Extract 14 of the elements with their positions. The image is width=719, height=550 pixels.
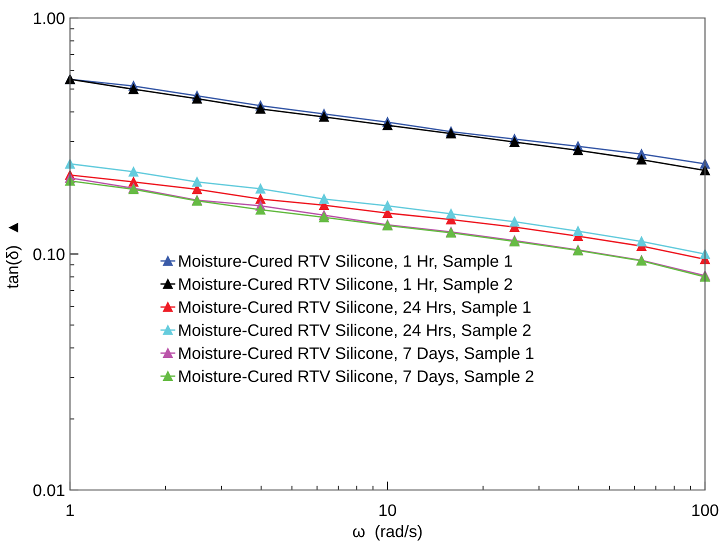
- y-axis-title: tan(δ) ▲: [6, 222, 22, 288]
- y-tick-label: 0.01: [33, 484, 64, 496]
- x-axis-title: ω (rad/s): [352, 524, 422, 541]
- x-tick-label: 100: [692, 504, 718, 516]
- x-tick-label: 10: [380, 504, 396, 516]
- y-tick-label: 0.10: [33, 248, 64, 260]
- legend-label: Moisture-Cured RTV Silicone, 1 Hr, Sample 2: [179, 278, 512, 294]
- legend-label: Moisture-Cured RTV Silicone, 24 Hrs, Sample 1: [179, 300, 531, 316]
- legend-label: Moisture-Cured RTV Silicone, 7 Days, Sample 1: [179, 346, 534, 362]
- legend-label: Moisture-Cured RTV Silicone, 24 Hrs, Sample 2: [179, 324, 531, 340]
- legend-label: Moisture-Cured RTV Silicone, 1 Hr, Sample 1: [179, 254, 512, 270]
- x-tick-label: 1: [66, 504, 74, 516]
- legend-label: Moisture-Cured RTV Silicone, 7 Days, Sample 2: [179, 370, 534, 386]
- y-tick-label: 1.00: [34, 12, 64, 24]
